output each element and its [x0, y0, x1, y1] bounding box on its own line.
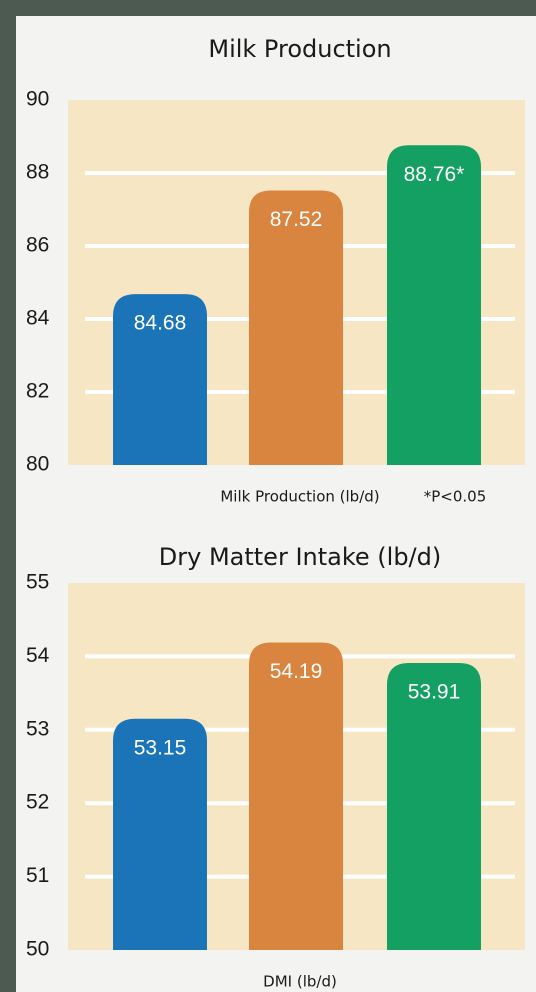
y-tick-label: 90 — [26, 88, 49, 111]
value-label: 87.52 — [270, 208, 323, 231]
page: Milk Production 80 82 84 86 88 90 84.68 87.52 88.… — [0, 0, 536, 992]
chart-title: Milk Production — [208, 35, 391, 63]
bar — [387, 663, 481, 950]
y-tick-label: 80 — [26, 453, 49, 476]
y-tick-label: 88 — [26, 161, 49, 184]
y-tick-label: 53 — [26, 717, 49, 740]
chart-title: Dry Matter Intake (lb/d) — [159, 543, 441, 571]
value-label: 53.15 — [134, 736, 187, 759]
y-tick-label: 86 — [26, 234, 49, 257]
annotation: *P<0.05 — [424, 488, 487, 506]
y-tick-label: 50 — [26, 938, 49, 961]
x-axis-label: Milk Production (lb/d) — [220, 488, 379, 506]
x-axis-label: DMI (lb/d) — [263, 973, 337, 991]
value-label: 84.68 — [134, 312, 187, 335]
y-tick-label: 82 — [26, 380, 49, 403]
chart: Milk Production 80 82 84 86 88 90 84.68 87.52 88.… — [0, 0, 536, 992]
value-label: 88.76* — [404, 163, 465, 186]
value-label: 53.91 — [408, 681, 461, 704]
bar — [387, 145, 481, 465]
y-tick-label: 55 — [26, 571, 49, 594]
y-tick-label: 84 — [26, 307, 50, 330]
y-tick-label: 52 — [26, 791, 49, 814]
y-tick-label: 54 — [26, 644, 50, 667]
bar — [249, 642, 343, 950]
y-tick-label: 51 — [26, 864, 49, 887]
bar — [249, 191, 343, 465]
value-label: 54.19 — [270, 660, 323, 683]
